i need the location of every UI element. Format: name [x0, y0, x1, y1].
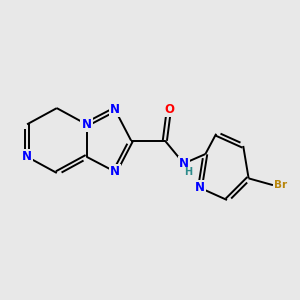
Text: N: N: [22, 150, 32, 163]
Text: N: N: [195, 181, 205, 194]
Text: H: H: [184, 167, 193, 177]
Text: Br: Br: [274, 180, 287, 190]
Text: N: N: [110, 165, 120, 178]
Text: O: O: [164, 103, 174, 116]
Text: N: N: [82, 118, 92, 131]
Text: N: N: [110, 103, 120, 116]
Text: N: N: [179, 157, 189, 170]
